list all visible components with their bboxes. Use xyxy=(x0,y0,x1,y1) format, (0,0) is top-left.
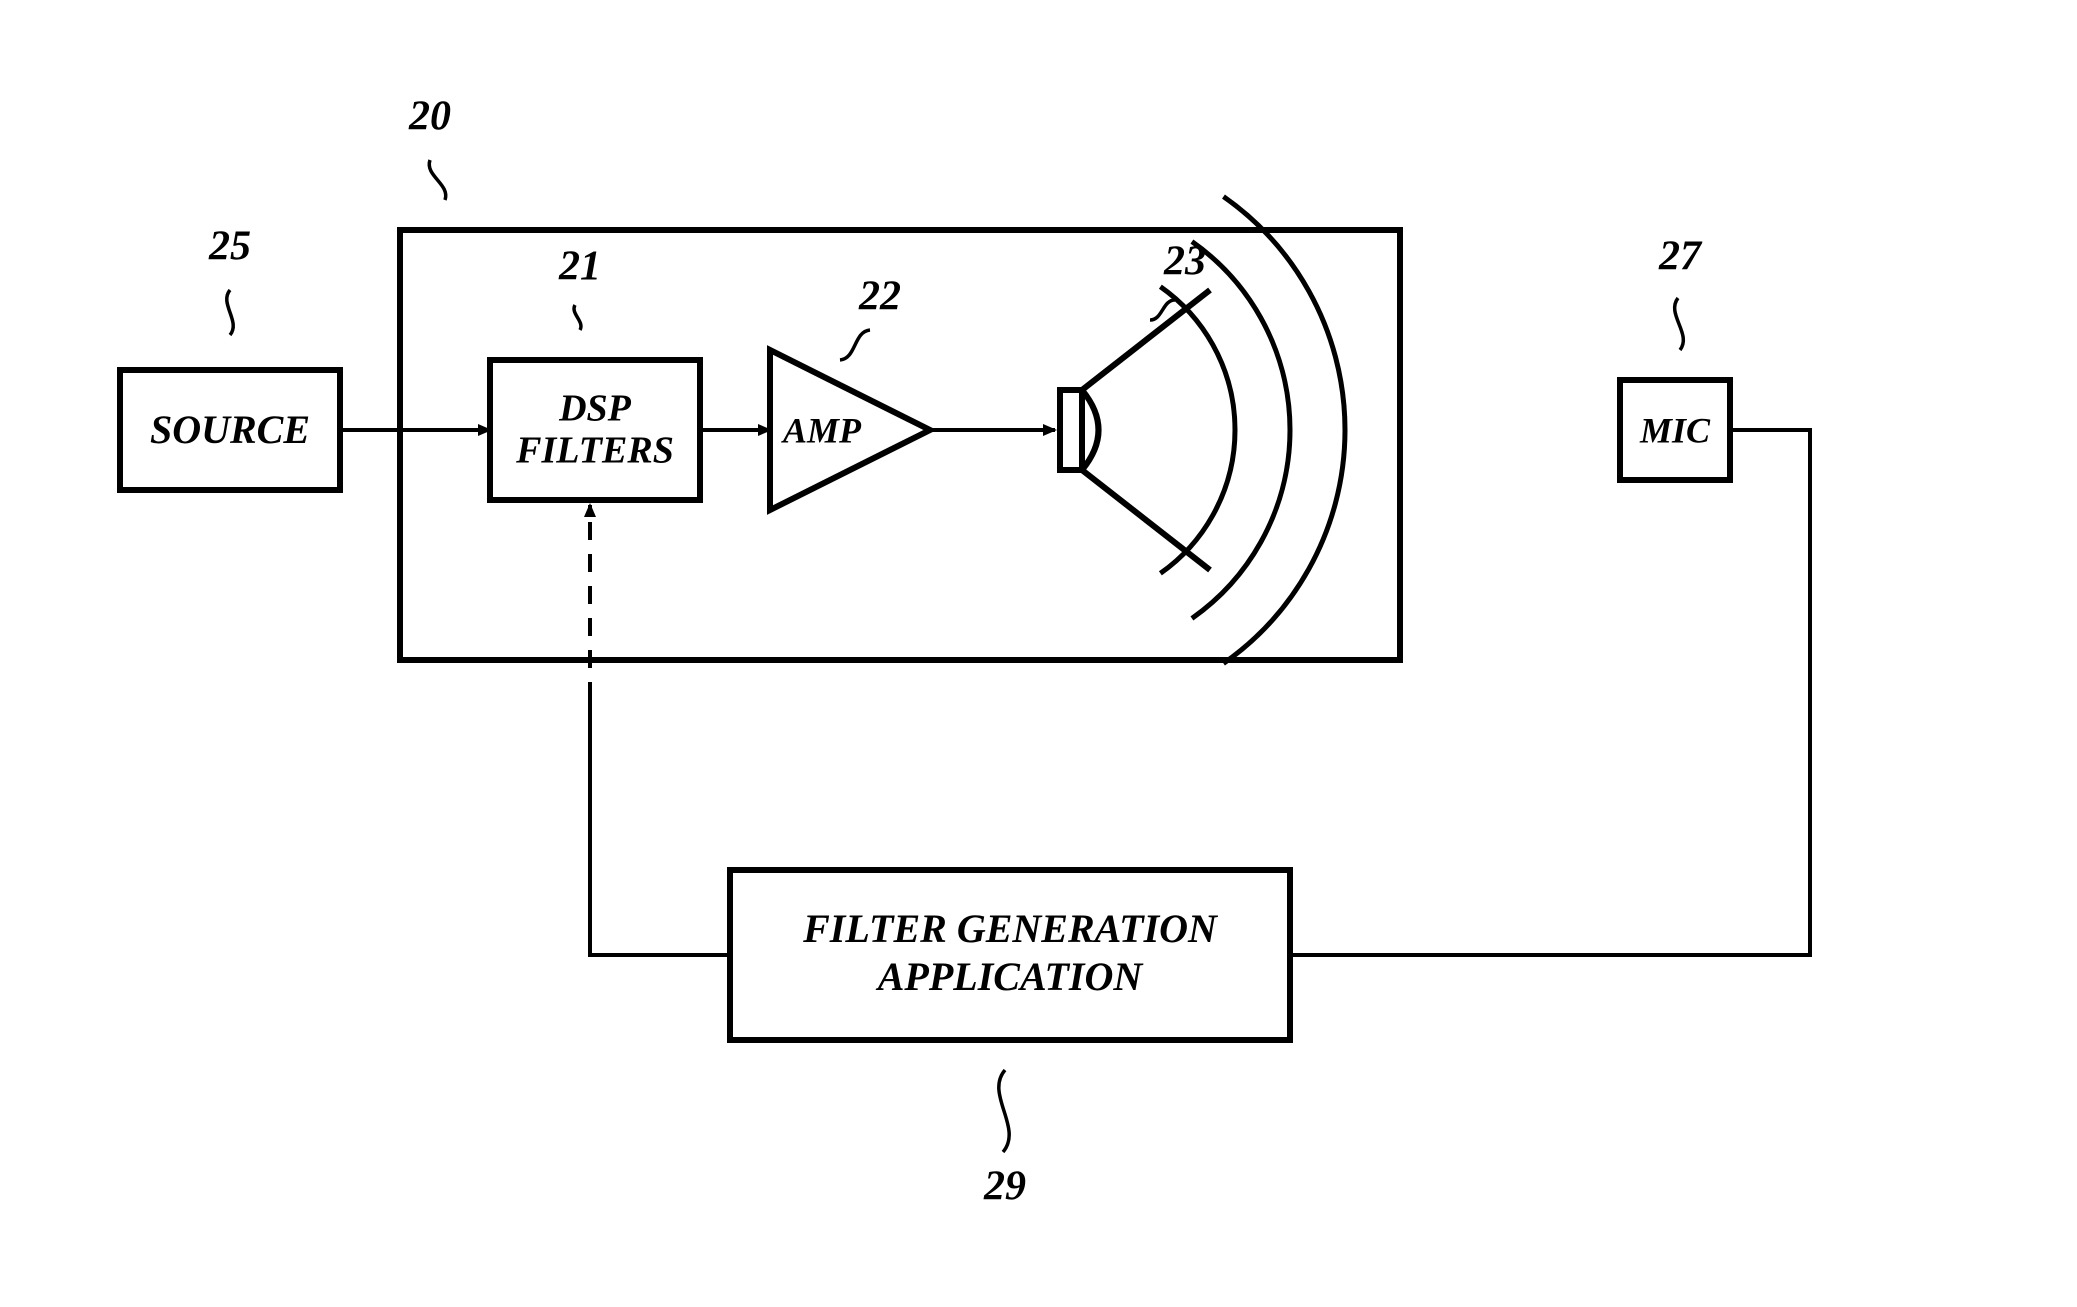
ref-lead-27 xyxy=(1675,298,1684,350)
ref-lead-22 xyxy=(840,330,870,360)
ref-29: 29 xyxy=(983,1164,1026,1210)
ref-lead-21 xyxy=(574,305,581,330)
ref-20: 20 xyxy=(408,94,451,140)
edge-mic-to-filtergen xyxy=(1290,430,1810,955)
filter-generation-label-1: FILTER GENERATION xyxy=(802,906,1219,951)
source-label: SOURCE xyxy=(150,407,310,452)
ref-lead-29 xyxy=(999,1070,1009,1152)
connections xyxy=(340,430,1810,955)
block-diagram: SOURCE DSP FILTERS AMP MIC FILTER GENERA… xyxy=(0,0,2077,1307)
ref-22: 22 xyxy=(858,274,901,320)
ref-lead-20 xyxy=(429,160,446,200)
mic-label: MIC xyxy=(1639,410,1711,450)
amp-label: AMP xyxy=(781,410,862,450)
dsp-label-2: FILTERS xyxy=(515,430,674,472)
filter-generation-label-2: APPLICATION xyxy=(875,954,1145,999)
edge-filtergen-to-dsp xyxy=(590,700,730,955)
dsp-label-1: DSP xyxy=(558,388,632,430)
ref-25: 25 xyxy=(208,224,251,270)
ref-lead-25 xyxy=(227,290,233,335)
ref-27: 27 xyxy=(1658,234,1703,280)
ref-21: 21 xyxy=(558,244,601,290)
speaker-icon xyxy=(1060,290,1210,570)
ref-23: 23 xyxy=(1163,239,1206,285)
